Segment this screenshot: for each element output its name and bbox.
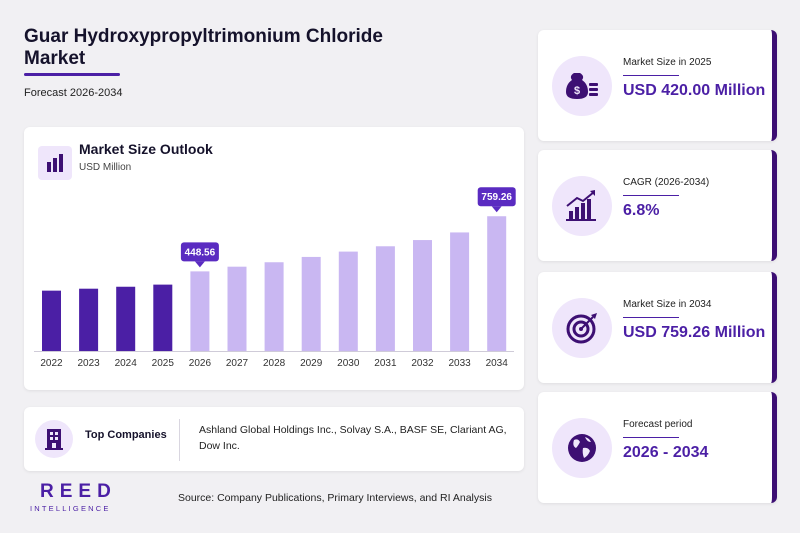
globe-icon: [552, 418, 612, 478]
stat-value: 6.8%: [623, 202, 660, 219]
stat-label: Market Size in 2025: [623, 57, 712, 68]
svg-text:$: $: [574, 85, 580, 97]
bar-2026: [190, 271, 210, 351]
x-tick-label: 2022: [40, 358, 63, 369]
stat-value: USD 420.00 Million: [623, 82, 766, 99]
bar-chart: 2022 2023 2024 2025 2026 448.56 2027 2028 2029 20…: [34, 187, 516, 369]
x-tick-label: 2026: [189, 358, 212, 369]
chart-title: Market Size Outlook: [79, 141, 213, 157]
bar-2023: [79, 288, 99, 351]
bar-2033: [450, 232, 470, 351]
money-bag-icon: $: [552, 56, 612, 116]
value-callout-2034: 759.26: [477, 187, 516, 213]
bar-2029: [301, 256, 321, 351]
bar-2022: [42, 290, 61, 351]
chart-card: Market Size Outlook USD Million 2022 2023…: [24, 127, 524, 390]
stat-label: CAGR (2026-2034): [623, 177, 710, 188]
source-note: Source: Company Publications, Primary In…: [178, 492, 492, 504]
stat-card-forecast-period: Forecast period 2026 - 2034: [538, 392, 777, 503]
chart-unit: USD Million: [79, 162, 132, 173]
growth-chart-icon: [552, 176, 612, 236]
stat-value: USD 759.26 Million: [623, 324, 766, 341]
stat-underline: [623, 195, 679, 196]
stat-card-market-size-2034: Market Size in 2034 USD 759.26 Million: [538, 272, 777, 383]
bar-2025: [153, 284, 173, 351]
target-icon: [552, 298, 612, 358]
bar-chart-icon: [38, 146, 72, 180]
x-tick-label: 2027: [226, 358, 249, 369]
callout-pointer: [194, 261, 205, 268]
x-tick-label: 2033: [448, 358, 471, 369]
x-tick-label: 2023: [77, 358, 100, 369]
x-tick-label: 2032: [411, 358, 434, 369]
stat-underline: [623, 75, 679, 76]
bar-2032: [413, 240, 432, 351]
stat-value: 2026 - 2034: [623, 444, 709, 461]
x-tick-label: 2024: [115, 358, 138, 369]
bar-2027: [227, 266, 247, 351]
callout-box: [180, 242, 219, 262]
callout-pointer: [491, 206, 502, 213]
bar-2024: [116, 286, 136, 351]
divider: [179, 419, 180, 461]
title-underline: [24, 73, 120, 76]
stat-underline: [623, 437, 679, 438]
top-companies-list: Ashland Global Holdings Inc., Solvay S.A…: [199, 424, 507, 452]
stat-label: Market Size in 2034: [623, 299, 712, 310]
building-icon: [35, 420, 73, 458]
stat-card-market-size-2025: $ Market Size in 2025 USD 420.00 Million: [538, 30, 777, 141]
x-tick-label: 2031: [374, 358, 397, 369]
value-callout-2026: 448.56: [180, 242, 219, 268]
stat-card-cagr: CAGR (2026-2034) 6.8%: [538, 150, 777, 261]
bar-2028: [264, 262, 284, 351]
x-tick-label: 2034: [486, 358, 509, 369]
x-tick-label: 2030: [337, 358, 360, 369]
top-companies-card: Top Companies Ashland Global Holdings In…: [24, 407, 524, 471]
data-label: 759.26: [481, 192, 512, 203]
logo-tagline: INTELLIGENCE: [30, 504, 111, 513]
bar-2031: [375, 246, 395, 351]
data-label: 448.56: [185, 247, 216, 258]
x-tick-label: 2028: [263, 358, 286, 369]
logo-wordmark: REED: [40, 481, 117, 502]
bar-2030: [338, 251, 358, 351]
callout-box: [477, 187, 516, 207]
x-tick-label: 2025: [152, 358, 175, 369]
x-tick-label: 2029: [300, 358, 323, 369]
stat-label: Forecast period: [623, 419, 693, 430]
top-companies-label: Top Companies: [85, 429, 167, 441]
stat-underline: [623, 317, 679, 318]
page-title: Guar Hydroxypropyltrimonium Chloride Mar…: [24, 26, 383, 69]
forecast-subtitle: Forecast 2026-2034: [24, 87, 123, 99]
bar-2034: [487, 216, 507, 351]
